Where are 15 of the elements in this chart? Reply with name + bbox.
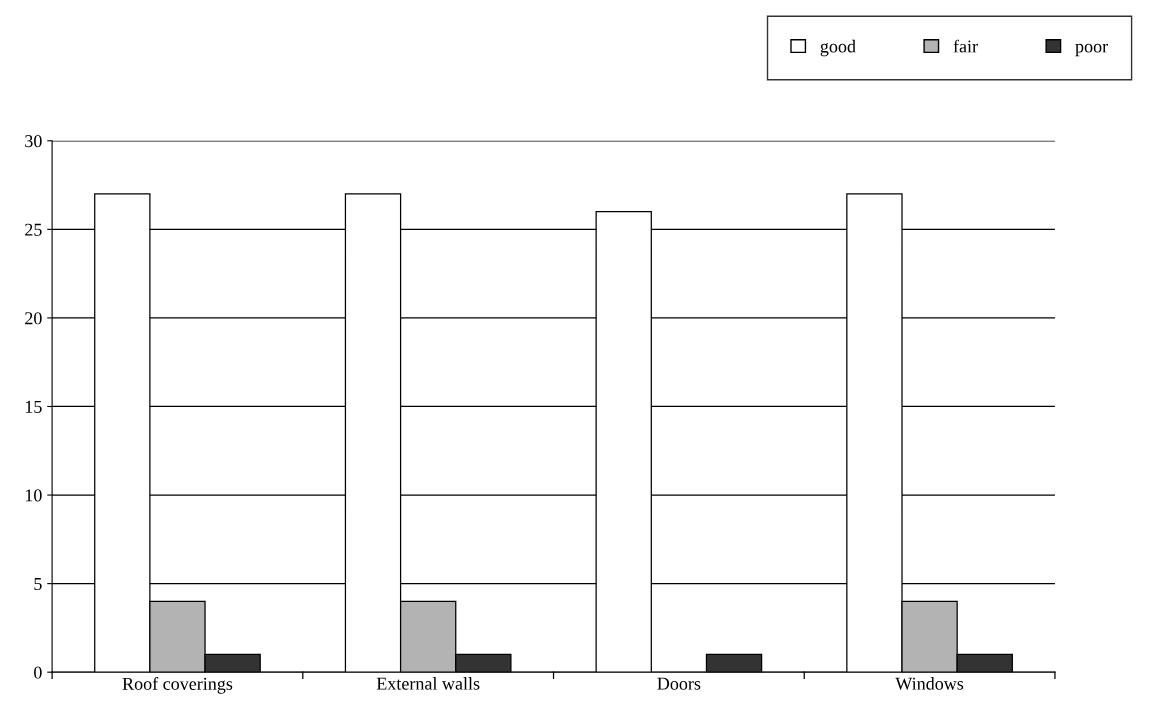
y-tick-label: 15	[25, 400, 42, 413]
y-tick-label: 30	[25, 135, 42, 148]
y-tick-label: 0	[34, 666, 42, 679]
y-tick-label: 20	[25, 312, 42, 325]
x-tick-label: Roof coverings	[122, 677, 233, 694]
y-tick-label: 25	[25, 223, 42, 236]
x-tick-label: Doors	[657, 677, 701, 690]
y-tick-label: 10	[25, 489, 42, 502]
bar	[705, 653, 763, 673]
legend-label: poor	[1075, 43, 1108, 57]
legend-label: fair	[953, 39, 978, 53]
x-tick-label: Windows	[895, 677, 964, 690]
y-tick-label: 5	[34, 578, 42, 591]
legend-label: good	[820, 39, 856, 57]
x-tick-label: External walls	[376, 677, 480, 690]
